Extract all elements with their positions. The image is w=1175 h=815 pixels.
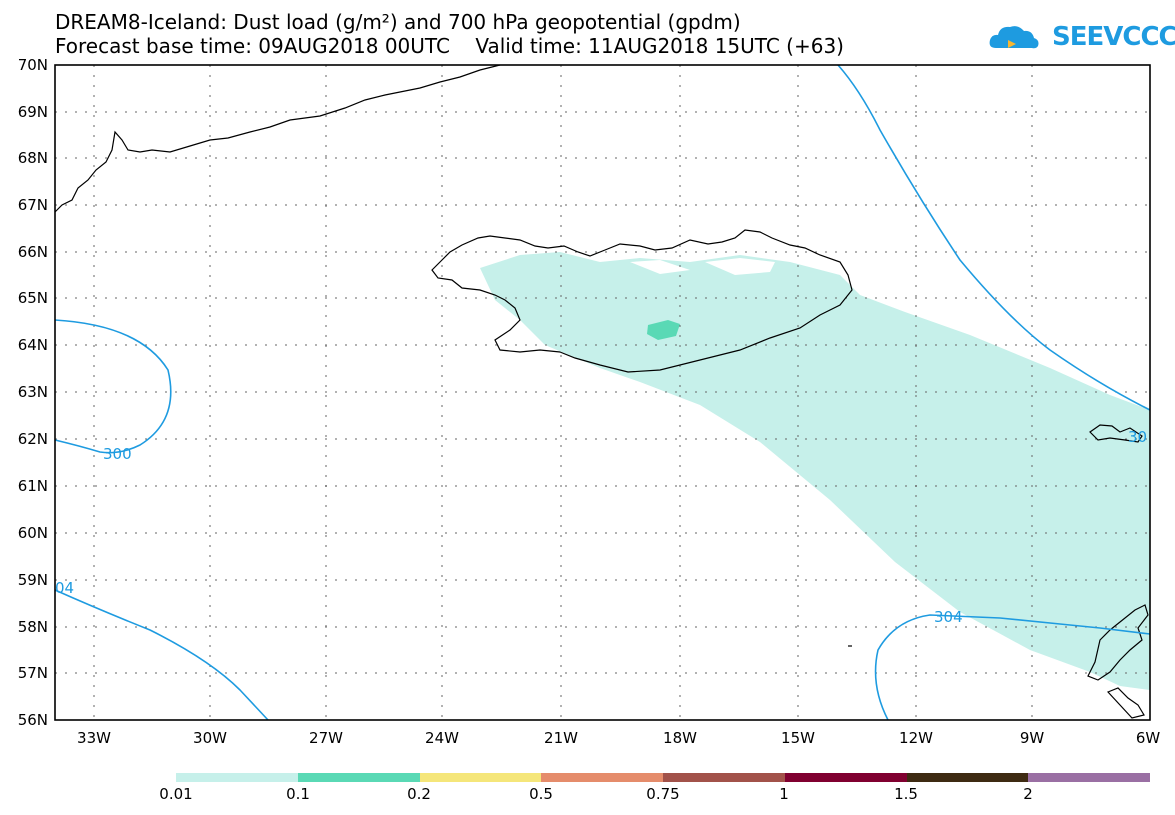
lon-label: 12W <box>899 729 933 747</box>
contour-300-left <box>54 319 172 454</box>
title-line-2: Forecast base time: 09AUG2018 00UTC Vali… <box>55 34 844 58</box>
lat-label: 58N <box>18 618 48 636</box>
lat-label: 65N <box>18 289 48 307</box>
cloud-icon <box>989 26 1039 49</box>
colorbar-swatch <box>297 773 420 782</box>
colorbar-label: 0.2 <box>407 785 431 803</box>
dust-area-mid <box>647 320 680 340</box>
colorbar-swatch <box>784 773 907 782</box>
faroe-coast <box>1089 424 1143 443</box>
colorbar-label: 0.75 <box>646 785 680 803</box>
lat-label: 59N <box>18 571 48 589</box>
lon-label: 18W <box>663 729 697 747</box>
colorbar-swatch <box>663 773 785 782</box>
lon-label: 6W <box>1136 729 1161 747</box>
lon-label: 30W <box>193 729 227 747</box>
map-frame <box>54 64 1151 721</box>
title-line-1: DREAM8-Iceland: Dust load (g/m²) and 700… <box>55 10 741 34</box>
colorbar-swatch <box>419 773 542 782</box>
lat-label: 66N <box>18 243 48 261</box>
arrow-icon <box>1008 40 1016 48</box>
contour-label-304-left: 04 <box>55 579 74 597</box>
hebrides-coast <box>1106 687 1145 719</box>
colorbar-swatch <box>906 773 1029 782</box>
colorbar-label: 1 <box>779 785 789 803</box>
lat-label: 67N <box>18 196 48 214</box>
lat-label: 61N <box>18 477 48 495</box>
colorbar-swatch <box>541 773 663 782</box>
contour-label-300: 300 <box>103 445 132 463</box>
contour-labels: 300 04 304 30 <box>55 428 1147 626</box>
seevccc-logo <box>989 26 1039 49</box>
lon-label: 9W <box>1020 729 1045 747</box>
greenland-coast <box>54 64 501 213</box>
contour-northeast <box>837 64 1151 411</box>
colorbar <box>176 773 1150 782</box>
lat-label: 62N <box>18 430 48 448</box>
colorbar-label: 1.5 <box>894 785 918 803</box>
lon-label: 21W <box>544 729 578 747</box>
contour-label-304-bottom: 304 <box>934 608 963 626</box>
lat-label: 64N <box>18 336 48 354</box>
map-title: DREAM8-Iceland: Dust load (g/m²) and 700… <box>55 10 844 58</box>
lat-label: 57N <box>18 664 48 682</box>
contour-304-left <box>54 589 269 721</box>
lon-label: 27W <box>309 729 343 747</box>
logo-text: SEEVCCC <box>1052 22 1175 52</box>
dust-gap <box>705 258 775 275</box>
geopotential-contours <box>54 64 1151 721</box>
colorbar-swatch <box>1028 773 1150 782</box>
colorbar-label: 0.1 <box>286 785 310 803</box>
lon-label: 15W <box>781 729 815 747</box>
lat-label: 60N <box>18 524 48 542</box>
lat-label: 70N <box>18 56 48 74</box>
dust-gap <box>630 260 690 274</box>
lon-label: 33W <box>77 729 111 747</box>
scotland-coast <box>1087 604 1149 681</box>
contour-304-bottom <box>874 614 1151 721</box>
colorbar-swatch <box>176 773 298 782</box>
colorbar-label: 2 <box>1023 785 1033 803</box>
coastline <box>54 64 1149 719</box>
dust-area-light <box>480 252 1150 690</box>
lat-label: 68N <box>18 149 48 167</box>
colorbar-label: 0.5 <box>529 785 553 803</box>
iceland-coast <box>431 229 853 373</box>
latitude-labels: 70N 69N 68N 67N 66N 65N 64N 63N 62N 61N … <box>18 56 48 729</box>
lat-label: 69N <box>18 103 48 121</box>
lat-label: 56N <box>18 711 48 729</box>
lon-label: 24W <box>425 729 459 747</box>
lat-label: 63N <box>18 383 48 401</box>
colorbar-label: 0.01 <box>159 785 193 803</box>
longitude-labels: 33W 30W 27W 24W 21W 18W 15W 12W 9W 6W <box>77 729 1160 747</box>
contour-label-30-right: 30 <box>1128 428 1147 446</box>
